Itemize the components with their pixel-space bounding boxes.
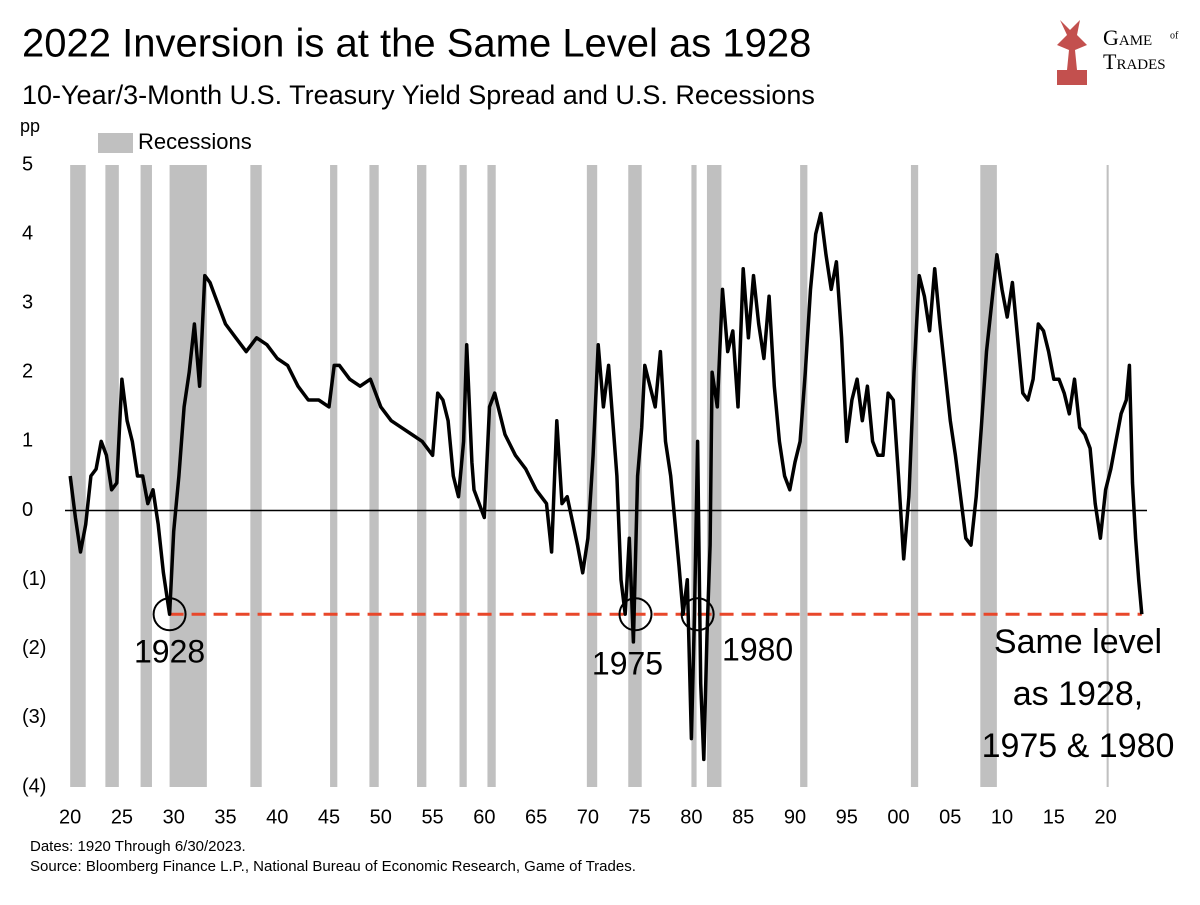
x-tick-label: 85 [732,806,754,828]
x-tick-label: 80 [680,806,702,828]
logo-icon [1057,20,1087,85]
legend-label: Recessions [138,129,252,154]
annotation-circle [618,597,653,632]
recession-band [691,165,697,787]
annotation-circle [152,597,187,632]
x-tick-label: 25 [111,806,133,828]
recession-band [706,165,722,787]
y-tick-label: 5 [22,153,33,175]
x-tick-label: 50 [370,806,392,828]
recession-band [628,165,642,787]
y-tick-label: (1) [22,568,46,590]
x-tick-label: 55 [421,806,443,828]
x-tick-label: 40 [266,806,288,828]
x-tick-label: 30 [163,806,185,828]
x-tick-label: 45 [318,806,340,828]
annotation-note: 1975 & 1980 [982,727,1175,765]
logo-text: Trades [1103,49,1166,74]
annotation-label: 1975 [592,646,663,682]
logo-text: Game [1103,25,1152,50]
y-tick-label: (3) [22,706,46,728]
x-tick-label: 60 [473,806,495,828]
annotation-label: 1980 [722,632,793,668]
recession-band [250,165,262,787]
x-tick-label: 95 [836,806,858,828]
recession-band [169,165,207,787]
x-tick-label: 20 [1094,806,1116,828]
x-tick-label: 20 [59,806,81,828]
x-tick-label: 70 [577,806,599,828]
recession-band [70,165,86,787]
y-tick-label: 2 [22,361,33,383]
recession-band [487,165,496,787]
y-tick-label: (4) [22,775,46,797]
recession-band [140,165,152,787]
x-tick-label: 00 [887,806,909,828]
legend-swatch [98,133,133,153]
y-tick-label: (2) [22,637,46,659]
recession-band [105,165,119,787]
spread-line [68,211,1144,762]
logo: Game of Trades [1057,20,1179,85]
y-tick-label: 3 [22,292,33,314]
recession-band [800,165,808,787]
x-tick-label: 05 [939,806,961,828]
annotation-circle [680,597,715,632]
recession-band [459,165,467,787]
y-axis-label: pp [20,116,40,136]
logo-text: of [1170,30,1179,41]
x-tick-label: 65 [525,806,547,828]
annotation-note: Same level [994,623,1162,661]
footnote: Dates: 1920 Through 6/30/2023. [30,838,246,855]
y-tick-label: 1 [22,430,33,452]
x-tick-label: 15 [1043,806,1065,828]
x-tick-label: 90 [784,806,806,828]
footnote: Source: Bloomberg Finance L.P., National… [30,858,636,875]
annotation-note: as 1928, [1013,675,1143,713]
x-tick-label: 75 [629,806,651,828]
y-tick-label: 0 [22,499,33,521]
recession-band [910,165,919,787]
chart-title: 2022 Inversion is at the Same Level as 1… [22,22,811,66]
chart-subtitle: 10-Year/3-Month U.S. Treasury Yield Spre… [22,80,815,110]
x-tick-label: 10 [991,806,1013,828]
y-tick-label: 4 [22,222,33,244]
x-tick-label: 35 [214,806,236,828]
recession-band [330,165,338,787]
recession-band [980,165,997,787]
recession-band [417,165,427,787]
annotation-label: 1928 [134,634,205,670]
recession-band [369,165,379,787]
